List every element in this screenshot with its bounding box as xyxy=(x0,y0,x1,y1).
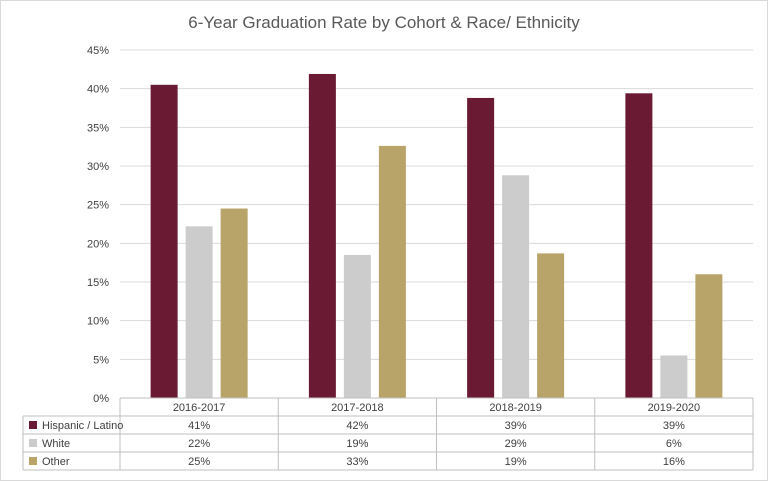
bars xyxy=(150,73,723,399)
y-tick-label: 5% xyxy=(93,354,109,366)
bar xyxy=(185,226,213,398)
bar xyxy=(467,97,495,399)
x-tick-label: 2017-2018 xyxy=(331,402,384,414)
legend-label: Other xyxy=(42,456,70,468)
data-label: 19% xyxy=(505,456,527,468)
data-label: 42% xyxy=(346,420,368,432)
legend-swatch xyxy=(29,439,37,447)
data-label: 6% xyxy=(666,438,682,450)
bar xyxy=(502,175,530,398)
bar xyxy=(378,145,406,398)
y-tick-label: 10% xyxy=(87,316,109,328)
data-label: 22% xyxy=(188,438,210,450)
data-label: 41% xyxy=(188,420,210,432)
y-tick-label: 15% xyxy=(87,277,109,289)
bar xyxy=(625,93,653,398)
bar xyxy=(150,84,178,399)
data-label: 16% xyxy=(663,456,685,468)
bar xyxy=(308,73,336,399)
legend-swatch xyxy=(29,421,37,429)
x-tick-label: 2018-2019 xyxy=(489,402,542,414)
data-label: 25% xyxy=(188,456,210,468)
y-tick-label: 0% xyxy=(93,393,109,405)
bar xyxy=(343,254,371,398)
y-tick-label: 45% xyxy=(87,45,109,57)
y-tick-label: 35% xyxy=(87,122,109,134)
data-label: 39% xyxy=(505,420,527,432)
data-table: 2016-2017 2017-2018 2018-2019 2019-2020 Hisp… xyxy=(22,397,754,471)
y-tick-label: 20% xyxy=(87,238,109,250)
bar xyxy=(660,355,688,398)
y-tick-label: 30% xyxy=(87,161,109,173)
legend-label: Hispanic / Latino xyxy=(42,420,123,432)
data-label: 39% xyxy=(663,420,685,432)
data-label: 19% xyxy=(346,438,368,450)
legend-swatch xyxy=(29,457,37,465)
bar xyxy=(695,274,723,398)
legend-label: White xyxy=(42,438,70,450)
data-label: 29% xyxy=(505,438,527,450)
bar xyxy=(220,208,248,398)
gridlines: 0% 5% 10% 15% 20% 25% 30% 35% 40% 45% xyxy=(87,45,753,405)
bar xyxy=(537,253,565,398)
y-tick-label: 25% xyxy=(87,200,109,212)
x-tick-label: 2016-2017 xyxy=(173,402,226,414)
y-tick-label: 40% xyxy=(87,84,109,96)
data-label: 33% xyxy=(346,456,368,468)
x-tick-label: 2019-2020 xyxy=(648,402,701,414)
chart-title: 6-Year Graduation Rate by Cohort & Race/… xyxy=(188,13,580,32)
